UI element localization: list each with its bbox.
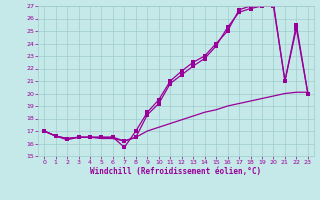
X-axis label: Windchill (Refroidissement éolien,°C): Windchill (Refroidissement éolien,°C) [91,167,261,176]
